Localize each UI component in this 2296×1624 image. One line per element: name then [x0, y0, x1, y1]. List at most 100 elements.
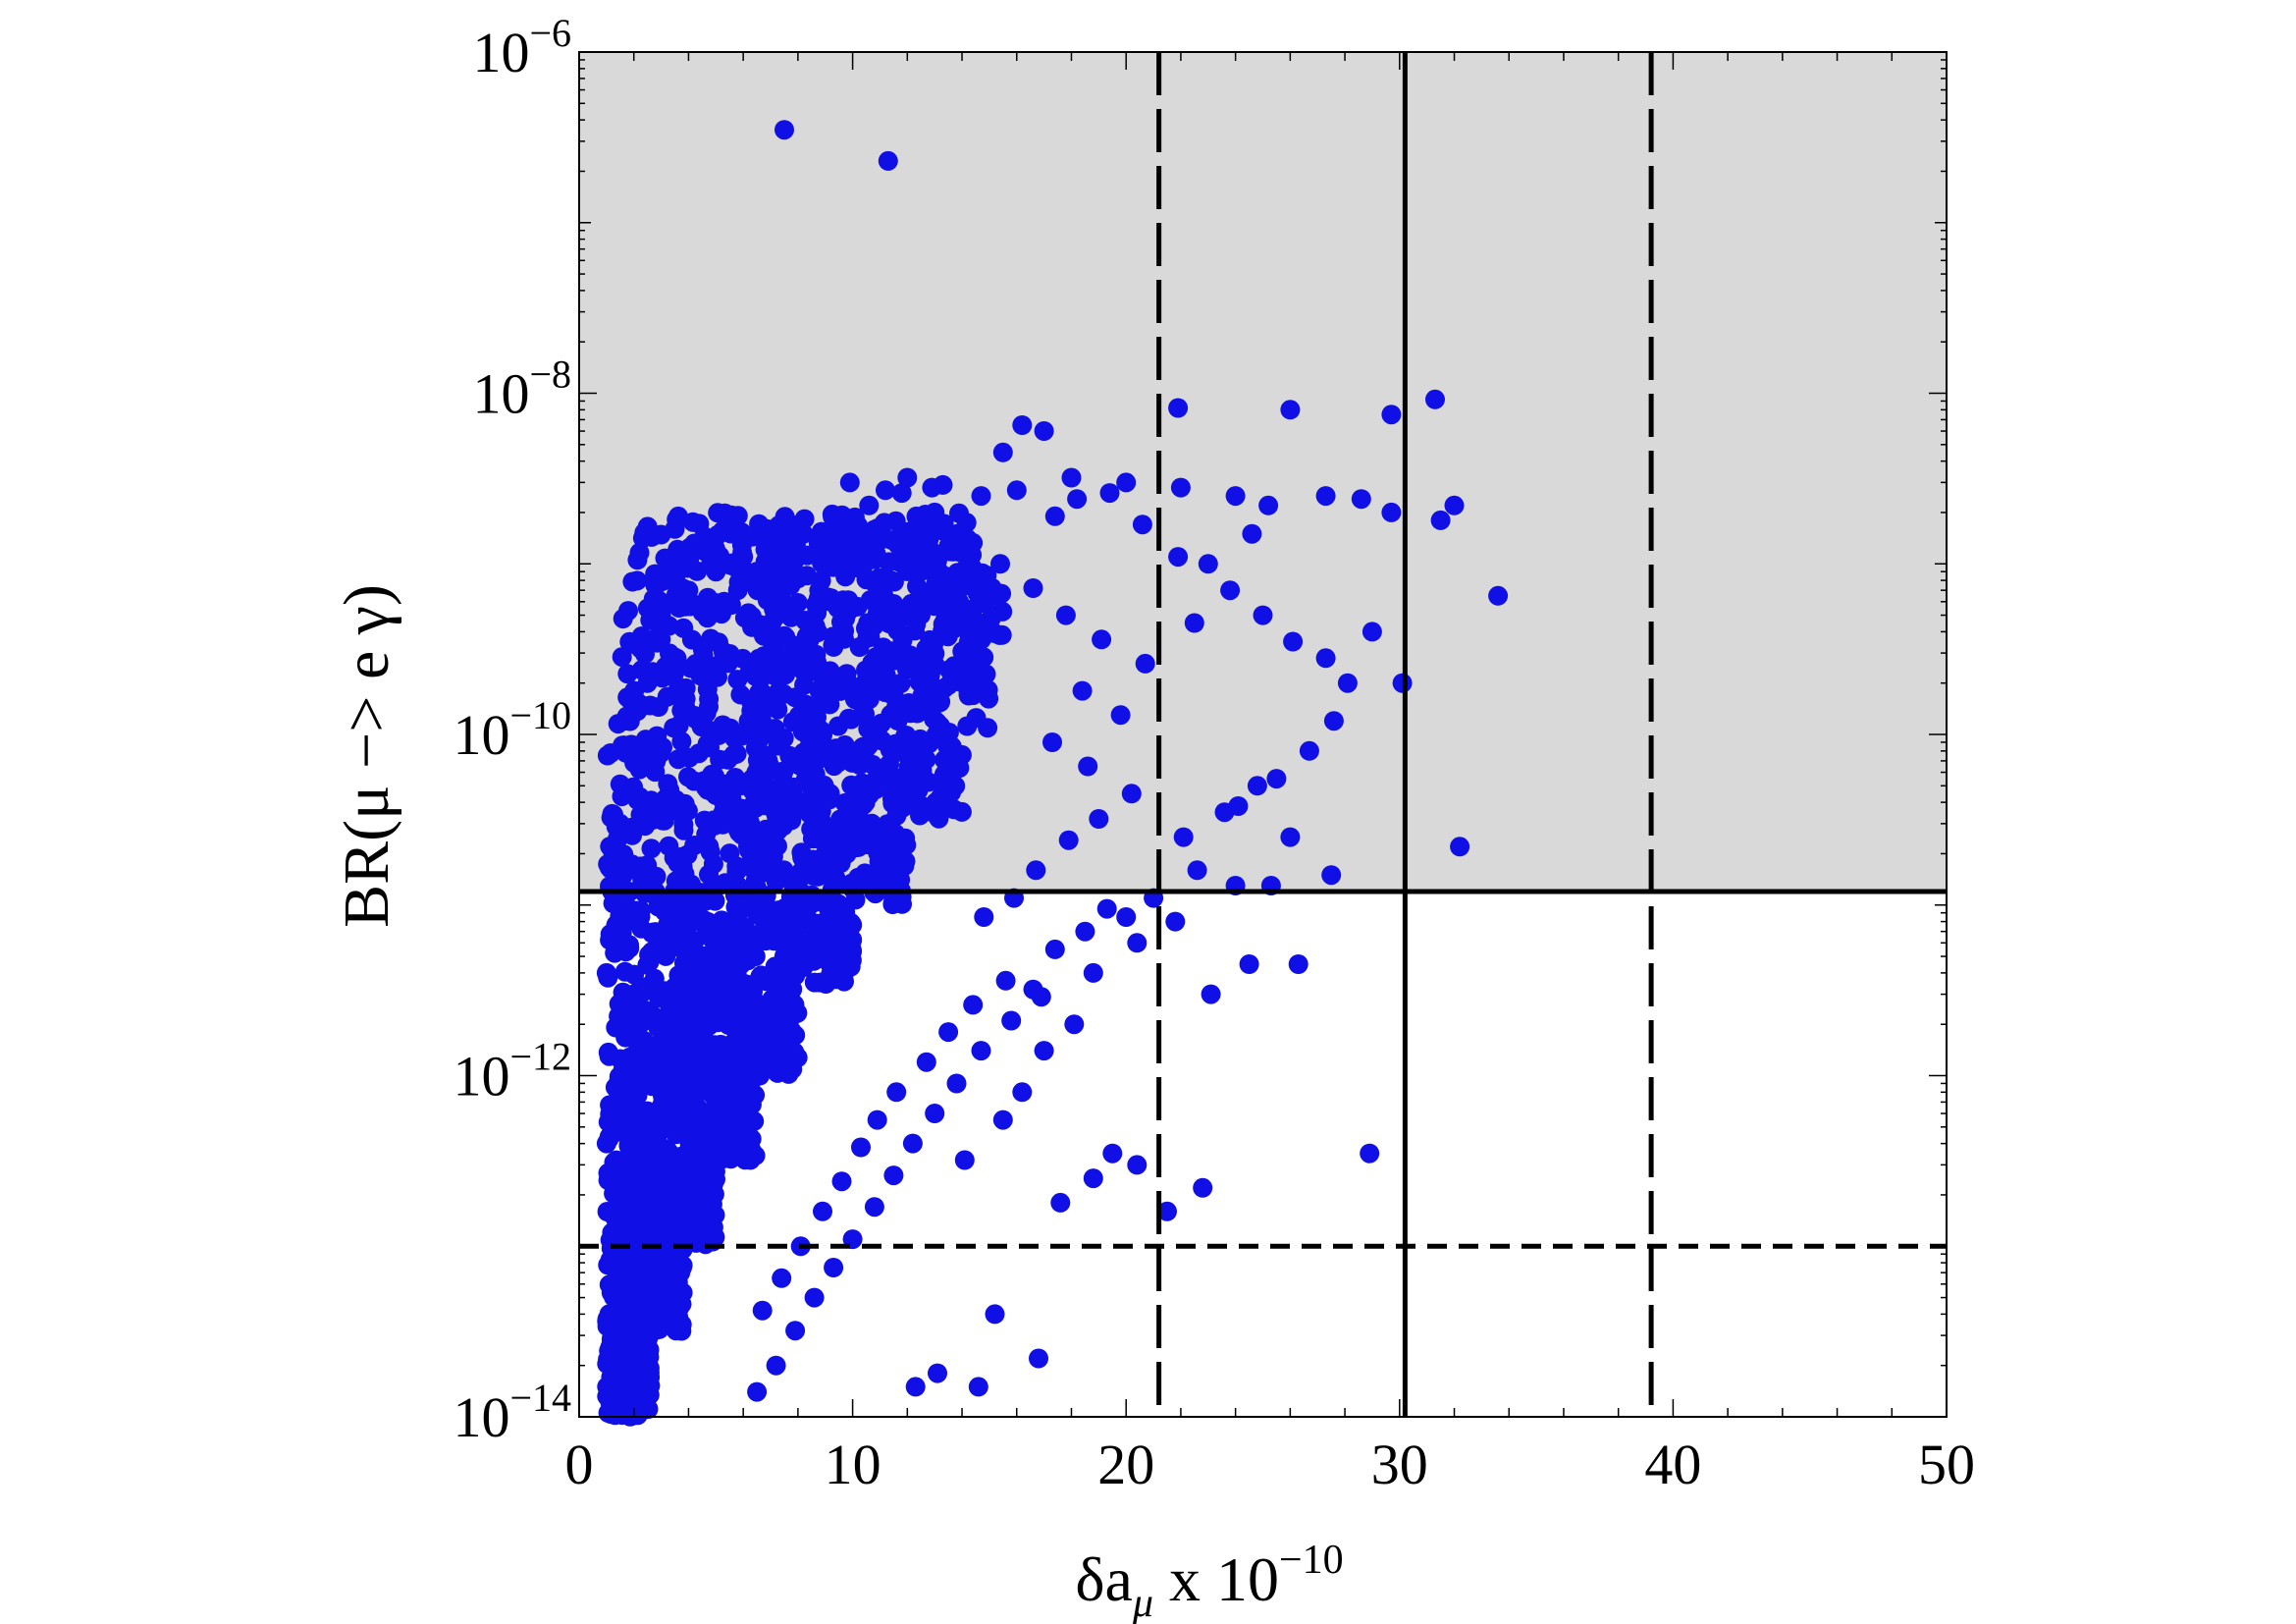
- data-point: [846, 555, 867, 575]
- data-point: [989, 624, 1010, 645]
- data-point: [934, 514, 954, 534]
- data-point: [615, 1027, 636, 1048]
- data-point: [747, 1381, 768, 1402]
- data-point: [626, 1112, 647, 1133]
- data-point: [723, 806, 744, 827]
- data-point: [902, 1133, 923, 1154]
- data-point: [674, 793, 695, 814]
- data-point: [753, 683, 774, 704]
- data-point: [658, 1023, 678, 1044]
- data-point: [676, 905, 697, 926]
- data-point: [1026, 860, 1046, 881]
- data-point: [774, 860, 794, 881]
- data-point: [673, 618, 694, 638]
- data-point: [607, 1111, 627, 1132]
- data-point: [721, 997, 742, 1017]
- data-point: [1157, 1201, 1177, 1221]
- data-point: [1121, 784, 1142, 804]
- data-point: [995, 970, 1016, 991]
- data-point: [1006, 480, 1027, 501]
- data-point: [941, 736, 962, 757]
- data-point: [780, 781, 801, 800]
- data-point: [630, 1001, 650, 1022]
- data-point: [839, 472, 860, 493]
- y-axis-tick-labels: 10−6 10−8 10−10 10−12 10−14: [453, 11, 571, 1449]
- data-point: [626, 900, 647, 921]
- data-point: [930, 692, 950, 713]
- data-point: [892, 893, 912, 914]
- data-point: [640, 1052, 661, 1072]
- data-point: [1381, 502, 1402, 522]
- data-point: [1083, 962, 1103, 983]
- data-point: [1050, 1192, 1071, 1213]
- data-point: [712, 604, 731, 624]
- data-point: [1392, 673, 1413, 693]
- data-point: [916, 1052, 936, 1072]
- data-point: [1381, 405, 1402, 425]
- data-point: [792, 722, 813, 742]
- data-point: [957, 716, 978, 736]
- data-point: [971, 1041, 991, 1061]
- data-point: [831, 1171, 852, 1192]
- data-point: [733, 1047, 753, 1067]
- data-point: [726, 948, 747, 969]
- data-point: [602, 1327, 622, 1348]
- data-point: [978, 718, 998, 738]
- data-point: [789, 890, 810, 910]
- data-point: [683, 1048, 704, 1068]
- data-point: [905, 744, 926, 765]
- data-point: [774, 507, 795, 527]
- data-point: [842, 930, 863, 949]
- data-point: [875, 682, 895, 702]
- data-point: [598, 1170, 618, 1191]
- data-point: [856, 569, 877, 590]
- data-point: [785, 1321, 806, 1341]
- data-point: [635, 756, 656, 777]
- data-point: [1323, 711, 1344, 731]
- data-point: [610, 1081, 630, 1102]
- data-point: [1425, 389, 1445, 409]
- data-point: [752, 1300, 773, 1321]
- y-tick-label: 10−6: [472, 11, 571, 84]
- data-point: [873, 575, 893, 596]
- data-point: [765, 1027, 785, 1048]
- x-tick-label: 10: [825, 1433, 881, 1496]
- data-point: [874, 513, 894, 533]
- data-point: [1247, 776, 1267, 796]
- data-point: [666, 584, 686, 605]
- data-point: [624, 1050, 645, 1070]
- data-point: [656, 565, 676, 585]
- data-point: [953, 527, 974, 548]
- data-point: [785, 534, 806, 555]
- data-point: [649, 988, 669, 1008]
- data-point: [718, 749, 738, 770]
- data-point: [1228, 796, 1249, 816]
- data-point: [677, 844, 698, 865]
- data-point: [727, 580, 748, 601]
- data-point: [675, 1175, 696, 1195]
- data-point: [764, 721, 784, 741]
- data-point: [1099, 483, 1120, 504]
- data-point: [1450, 837, 1470, 857]
- data-point: [1116, 907, 1137, 927]
- x-axis-title-sup: −10: [1279, 1538, 1344, 1583]
- data-point: [896, 726, 917, 745]
- data-point: [629, 1257, 650, 1277]
- data-point: [1102, 1143, 1123, 1164]
- data-point: [766, 1355, 786, 1376]
- data-point: [954, 1150, 975, 1170]
- data-point: [930, 787, 950, 808]
- data-point: [838, 708, 859, 729]
- data-point: [847, 872, 868, 893]
- data-point: [724, 1031, 745, 1052]
- data-point: [624, 964, 645, 985]
- y-tick-label: 10−12: [453, 1035, 571, 1109]
- data-point: [1055, 605, 1076, 625]
- data-point: [925, 643, 945, 664]
- data-point: [647, 726, 667, 746]
- data-point: [793, 957, 814, 978]
- data-point: [873, 758, 893, 779]
- data-point: [1184, 613, 1204, 633]
- data-point: [1288, 954, 1308, 974]
